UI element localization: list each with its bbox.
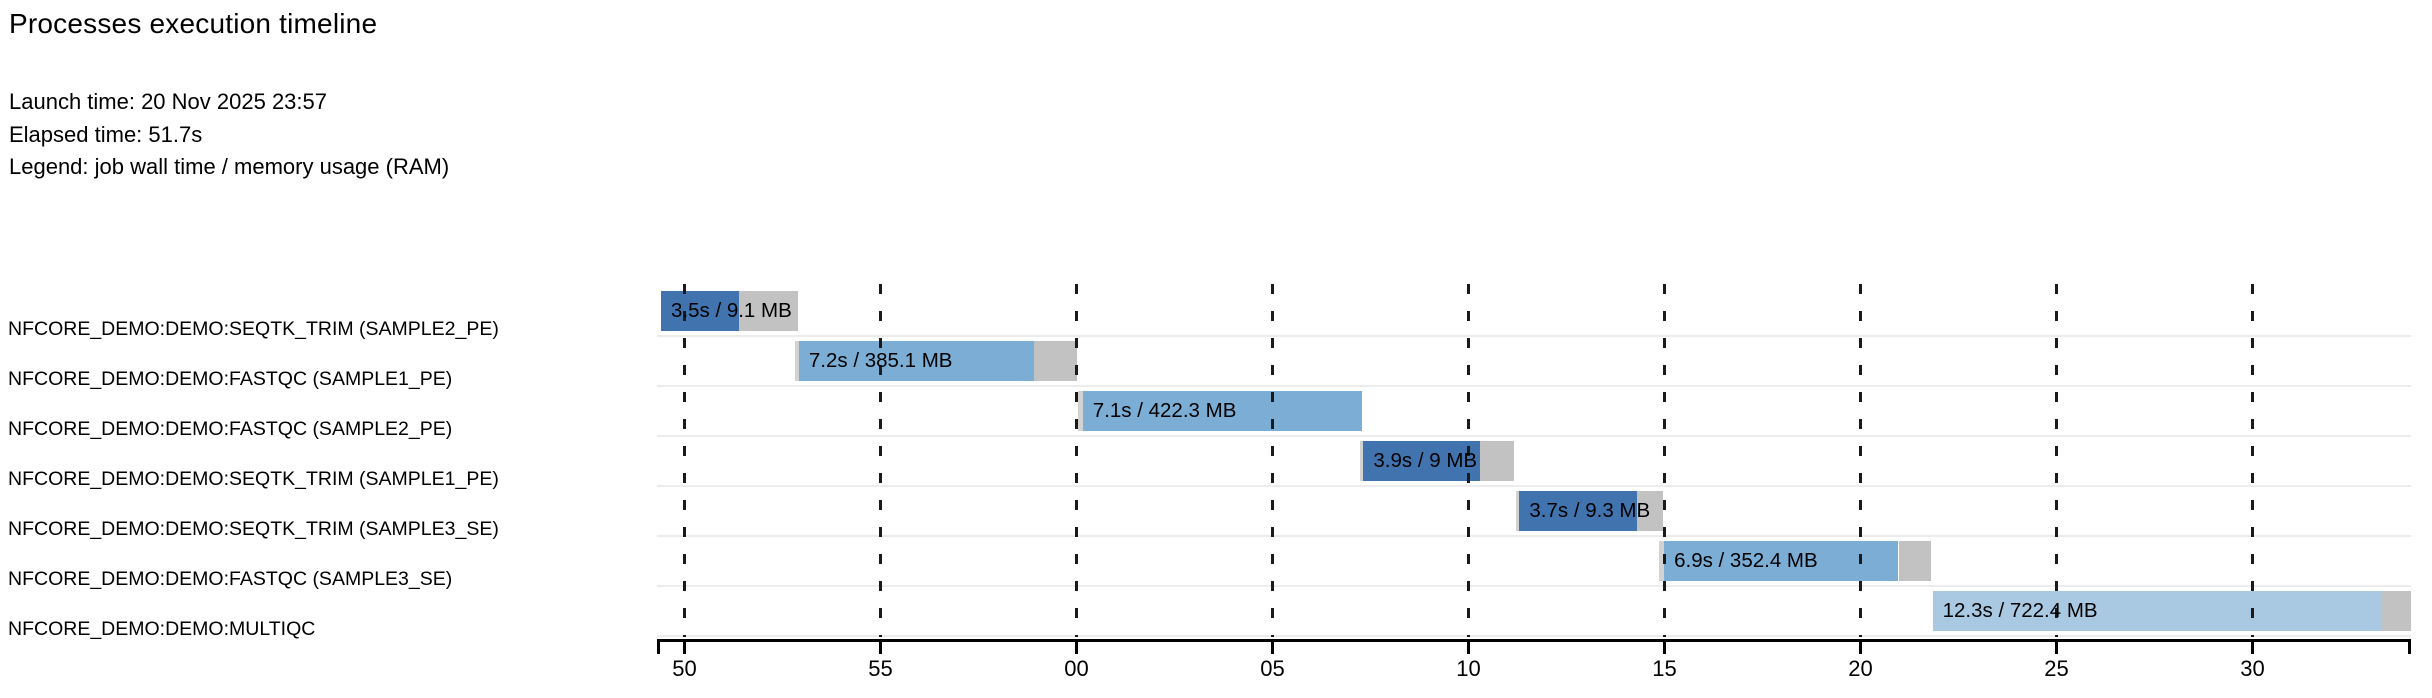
task-bar-label: 3.5s / 9.1 MB <box>671 299 792 322</box>
process-label: NFCORE_DEMO:DEMO:FASTQC (SAMPLE2_PE) <box>8 418 453 440</box>
task-bar-overhead-segment <box>1034 341 1078 381</box>
gridline <box>2251 284 2254 637</box>
task-bar-overhead-segment <box>1898 541 1931 581</box>
row-separator <box>657 335 2411 337</box>
axis-tick-label: 00 <box>1064 656 1089 681</box>
process-label: NFCORE_DEMO:DEMO:FASTQC (SAMPLE1_PE) <box>8 368 453 390</box>
task-bar-queue-segment <box>1077 391 1083 431</box>
page-title: Processes execution timeline <box>9 8 378 39</box>
axis-tick-label: 25 <box>2044 656 2069 681</box>
axis-tick-label: 55 <box>868 656 893 681</box>
gridline <box>683 284 686 637</box>
task-bar-run-segment[interactable] <box>1082 391 1362 431</box>
task-bar-queue-segment <box>1659 541 1665 581</box>
task-bar-label: 3.7s / 9.3 MB <box>1529 499 1651 522</box>
task-bar-label: 7.2s / 385.1 MB <box>808 349 953 372</box>
axis-tick <box>2055 639 2058 654</box>
gridline <box>2055 284 2058 637</box>
gridline <box>1271 284 1274 637</box>
axis-tick <box>1271 639 1274 654</box>
task-bar-label: 3.9s / 9 MB <box>1373 449 1478 472</box>
task-bar-run-segment[interactable] <box>1519 491 1637 531</box>
gridline <box>879 284 882 637</box>
axis-tick-label: 10 <box>1456 656 1481 681</box>
task-bar-run-segment[interactable] <box>1363 441 1481 481</box>
gridline <box>1859 284 1862 637</box>
axis-tick <box>2251 639 2254 654</box>
task-bar-label: 12.3s / 722.4 MB <box>1942 599 2098 622</box>
process-label: NFCORE_DEMO:DEMO:FASTQC (SAMPLE3_SE) <box>8 568 453 590</box>
process-label: NFCORE_DEMO:DEMO:SEQTK_TRIM (SAMPLE1_PE) <box>8 468 499 490</box>
task-bar-overhead-segment <box>1480 441 1515 481</box>
task-bar-run-segment[interactable] <box>661 291 740 331</box>
task-bar-queue-segment <box>1359 441 1364 481</box>
axis-endcap-right <box>2408 639 2411 654</box>
axis-tick <box>683 639 686 654</box>
run-metadata: Launch time: 20 Nov 2025 23:57 Elapsed t… <box>9 86 449 184</box>
axis-tick <box>879 639 882 654</box>
process-label: NFCORE_DEMO:DEMO:SEQTK_TRIM (SAMPLE2_PE) <box>8 318 499 340</box>
axis-tick <box>1663 639 1666 654</box>
gridline <box>1075 284 1078 637</box>
row-separator <box>657 585 2411 587</box>
axis-tick <box>1859 639 1862 654</box>
legend-line: Legend: job wall time / memory usage (RA… <box>9 154 450 179</box>
gridline <box>1467 284 1470 637</box>
task-bar-queue-segment <box>795 341 799 381</box>
task-bar-run-segment[interactable] <box>1932 591 2381 631</box>
row-separator <box>657 635 2411 637</box>
axis-endcap-left <box>657 639 660 654</box>
axis-tick-label: 15 <box>1652 656 1677 681</box>
task-bar-queue-segment <box>1515 491 1520 531</box>
process-label: NFCORE_DEMO:DEMO:SEQTK_TRIM (SAMPLE3_SE) <box>8 518 499 540</box>
axis-line <box>657 639 2411 642</box>
elapsed-time-line: Elapsed time: 51.7s <box>9 121 203 147</box>
row-separator <box>657 485 2411 487</box>
task-bar-overhead-segment <box>2381 591 2412 631</box>
row-separator <box>657 435 2411 437</box>
task-bar-label: 7.1s / 422.3 MB <box>1092 399 1237 422</box>
axis-tick-label: 30 <box>2240 656 2265 681</box>
axis-tick-label: 05 <box>1260 656 1285 681</box>
axis-tick <box>1075 639 1078 654</box>
process-label: NFCORE_DEMO:DEMO:MULTIQC <box>8 618 316 640</box>
axis-tick <box>1467 639 1470 654</box>
gridline <box>1663 284 1666 637</box>
launch-time-line: Launch time: 20 Nov 2025 23:57 <box>9 89 328 114</box>
task-bar-overhead-segment <box>739 291 799 331</box>
row-separator <box>657 385 2411 387</box>
row-separator <box>657 535 2411 537</box>
task-bar-run-segment[interactable] <box>798 341 1035 381</box>
task-bar-label: 6.9s / 352.4 MB <box>1674 549 1818 572</box>
task-bar-overhead-segment <box>1637 491 1663 531</box>
axis-tick-label: 20 <box>1848 656 1873 681</box>
axis-tick-label: 50 <box>672 656 697 681</box>
